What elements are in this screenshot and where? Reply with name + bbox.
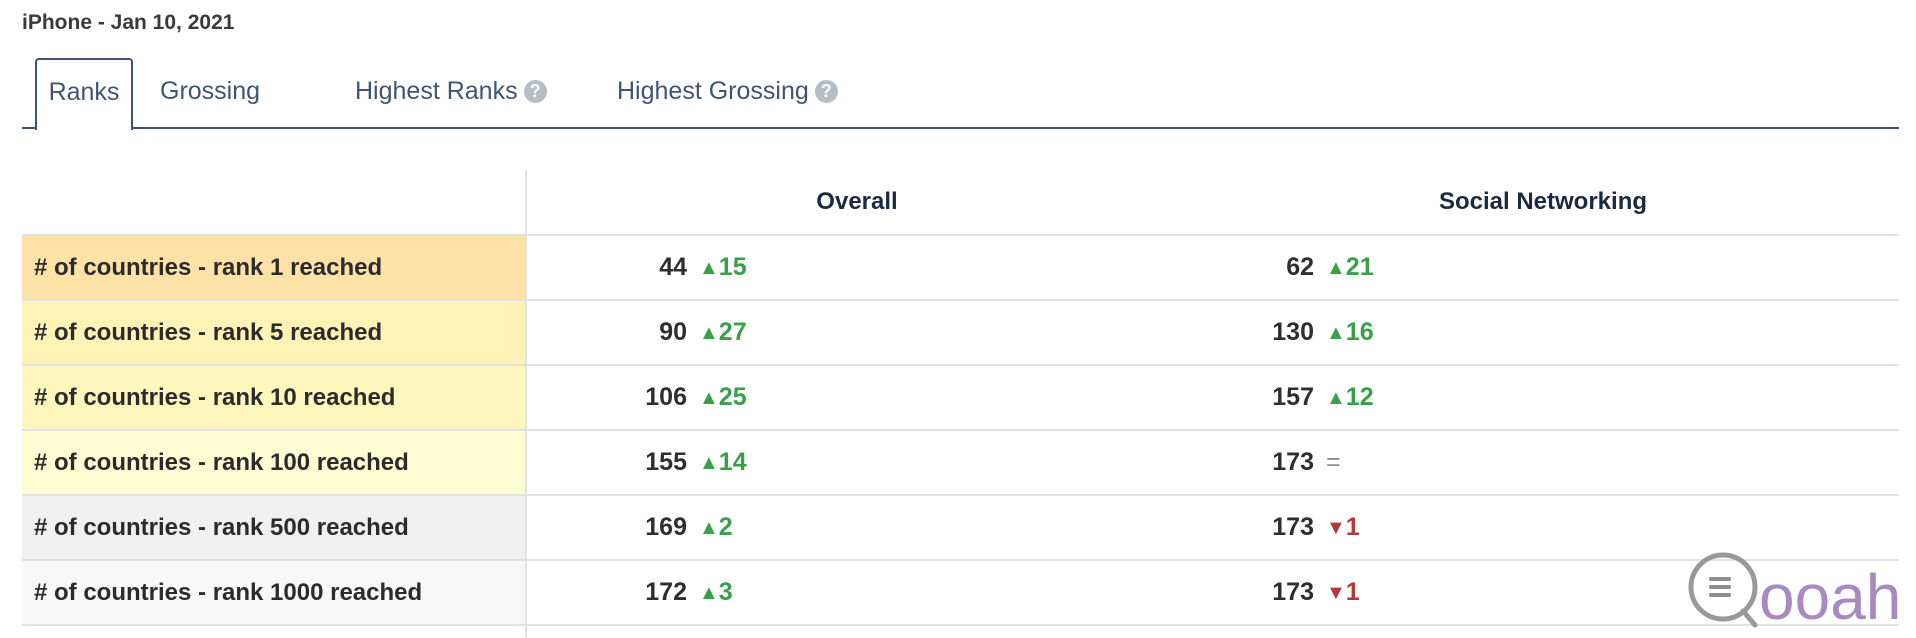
table-row: # of countries - rank 10 reached 106 ▲25 15… [22, 366, 1899, 431]
qooah-logo-watermark: ooah [1688, 552, 1901, 631]
tab-label: Ranks [48, 78, 120, 106]
arrow-up-icon: ▲ [699, 452, 719, 474]
tab-ranks[interactable]: Ranks [35, 58, 133, 130]
rank-count-value: 106 [645, 383, 687, 411]
change-indicator: ▲27 [699, 301, 747, 365]
watermark-text: ooah [1759, 561, 1901, 631]
row-label: # of countries - rank 5 reached [22, 301, 525, 364]
change-indicator: ▼1 [1326, 496, 1360, 560]
change-value: 16 [1345, 318, 1374, 346]
change-value: = [1326, 448, 1341, 476]
change-indicator: ▲12 [1326, 366, 1374, 430]
table-row: # of countries - rank 1 reached 44 ▲15 62 ▲2… [22, 236, 1899, 301]
cell-overall: 155 ▲14 [567, 431, 747, 495]
cell-social: 173 ▼1 [1214, 561, 1360, 625]
rank-count-value: 155 [645, 448, 687, 476]
arrow-up-icon: ▲ [1326, 387, 1346, 409]
arrow-up-icon: ▲ [699, 257, 719, 279]
question-circle-icon[interactable]: ? [523, 80, 547, 103]
tab-label: Grossing [160, 77, 261, 105]
cell-social: 62 ▲21 [1214, 236, 1374, 300]
arrow-up-icon: ▲ [699, 582, 719, 604]
arrow-up-icon: ▲ [699, 322, 719, 344]
rank-count-value: 62 [1286, 253, 1314, 281]
change-indicator: ▲25 [699, 366, 747, 430]
change-value: 1 [1345, 578, 1360, 606]
rank-count-value: 173 [1272, 448, 1314, 476]
row-label: # of countries - rank 10 reached [22, 366, 525, 429]
ranking-stats-table: Overall Social Networking # of countries… [22, 170, 1899, 638]
cell-social: 173 = [1214, 431, 1341, 494]
column-header-social-networking: Social Networking [1438, 188, 1648, 215]
change-indicator: ▲2 [699, 496, 733, 560]
tab-highest-ranks[interactable]: Highest Ranks? [355, 58, 547, 129]
arrow-up-icon: ▲ [1326, 257, 1346, 279]
tab-highest-grossing[interactable]: Highest Grossing? [617, 58, 838, 129]
rank-count-value: 157 [1272, 383, 1314, 411]
table-row: # of countries - rank 5 reached 90 ▲27 130 ▲… [22, 301, 1899, 366]
column-header-overall: Overall [816, 188, 898, 215]
tab-grossing[interactable]: Grossing [160, 58, 260, 129]
cell-overall: 106 ▲25 [567, 366, 747, 430]
cell-overall: 172 ▲3 [567, 561, 733, 625]
change-value: 21 [1345, 253, 1374, 281]
change-indicator: ▼1 [1326, 561, 1360, 625]
row-label: # of countries - rank 100 reached [22, 431, 525, 494]
arrow-up-icon: ▲ [699, 387, 719, 409]
rank-count-value: 173 [1272, 513, 1314, 541]
table-row: # of countries - rank 1000 reached 172 ▲3 1… [22, 561, 1899, 626]
cell-overall: 90 ▲27 [567, 301, 747, 365]
change-indicator: ▲21 [1326, 236, 1374, 300]
tab-label: Highest Ranks [355, 77, 518, 105]
rank-count-value: 172 [645, 578, 687, 606]
row-label: # of countries - rank 1 reached [22, 236, 525, 299]
rank-count-value: 169 [645, 513, 687, 541]
change-indicator: ▲16 [1326, 301, 1374, 365]
change-value: 12 [1345, 383, 1374, 411]
page-title: iPhone - Jan 10, 2021 [22, 11, 235, 34]
row-label: # of countries - rank 500 reached [22, 496, 525, 559]
column-divider [525, 170, 527, 638]
row-label: # of countries - rank 1000 reached [22, 561, 525, 624]
change-value: 14 [718, 448, 747, 476]
change-value: 3 [718, 578, 733, 606]
change-value: 2 [718, 513, 733, 541]
change-value: 1 [1345, 513, 1360, 541]
change-value: 25 [718, 383, 747, 411]
change-indicator: ▲14 [699, 431, 747, 495]
arrow-up-icon: ▲ [1326, 322, 1346, 344]
cell-overall: 169 ▲2 [567, 496, 733, 560]
change-indicator: ▲15 [699, 236, 747, 300]
cell-social: 157 ▲12 [1214, 366, 1374, 430]
rank-count-value: 173 [1272, 578, 1314, 606]
arrow-up-icon: ▲ [699, 517, 719, 539]
change-value: 15 [718, 253, 747, 281]
table-row: # of countries - rank 100 reached 155 ▲14 1… [22, 431, 1899, 496]
tab-bar: Ranks Grossing Highest Ranks? Highest Gr… [22, 58, 1899, 130]
change-indicator: = [1326, 431, 1341, 494]
change-indicator: ▲3 [699, 561, 733, 625]
tab-label: Highest Grossing [617, 77, 809, 105]
arrow-down-icon: ▼ [1326, 582, 1346, 604]
change-value: 27 [718, 318, 747, 346]
rank-count-value: 130 [1272, 318, 1314, 346]
arrow-down-icon: ▼ [1326, 517, 1346, 539]
rank-count-value: 90 [659, 318, 687, 346]
cell-social: 130 ▲16 [1214, 301, 1374, 365]
table-row: # of countries - rank 500 reached 169 ▲2 17… [22, 496, 1899, 561]
cell-overall: 44 ▲15 [567, 236, 747, 300]
question-circle-icon[interactable]: ? [814, 80, 838, 103]
table-header-row: Overall Social Networking [22, 170, 1899, 236]
cell-social: 173 ▼1 [1214, 496, 1360, 560]
rank-count-value: 44 [659, 253, 687, 281]
